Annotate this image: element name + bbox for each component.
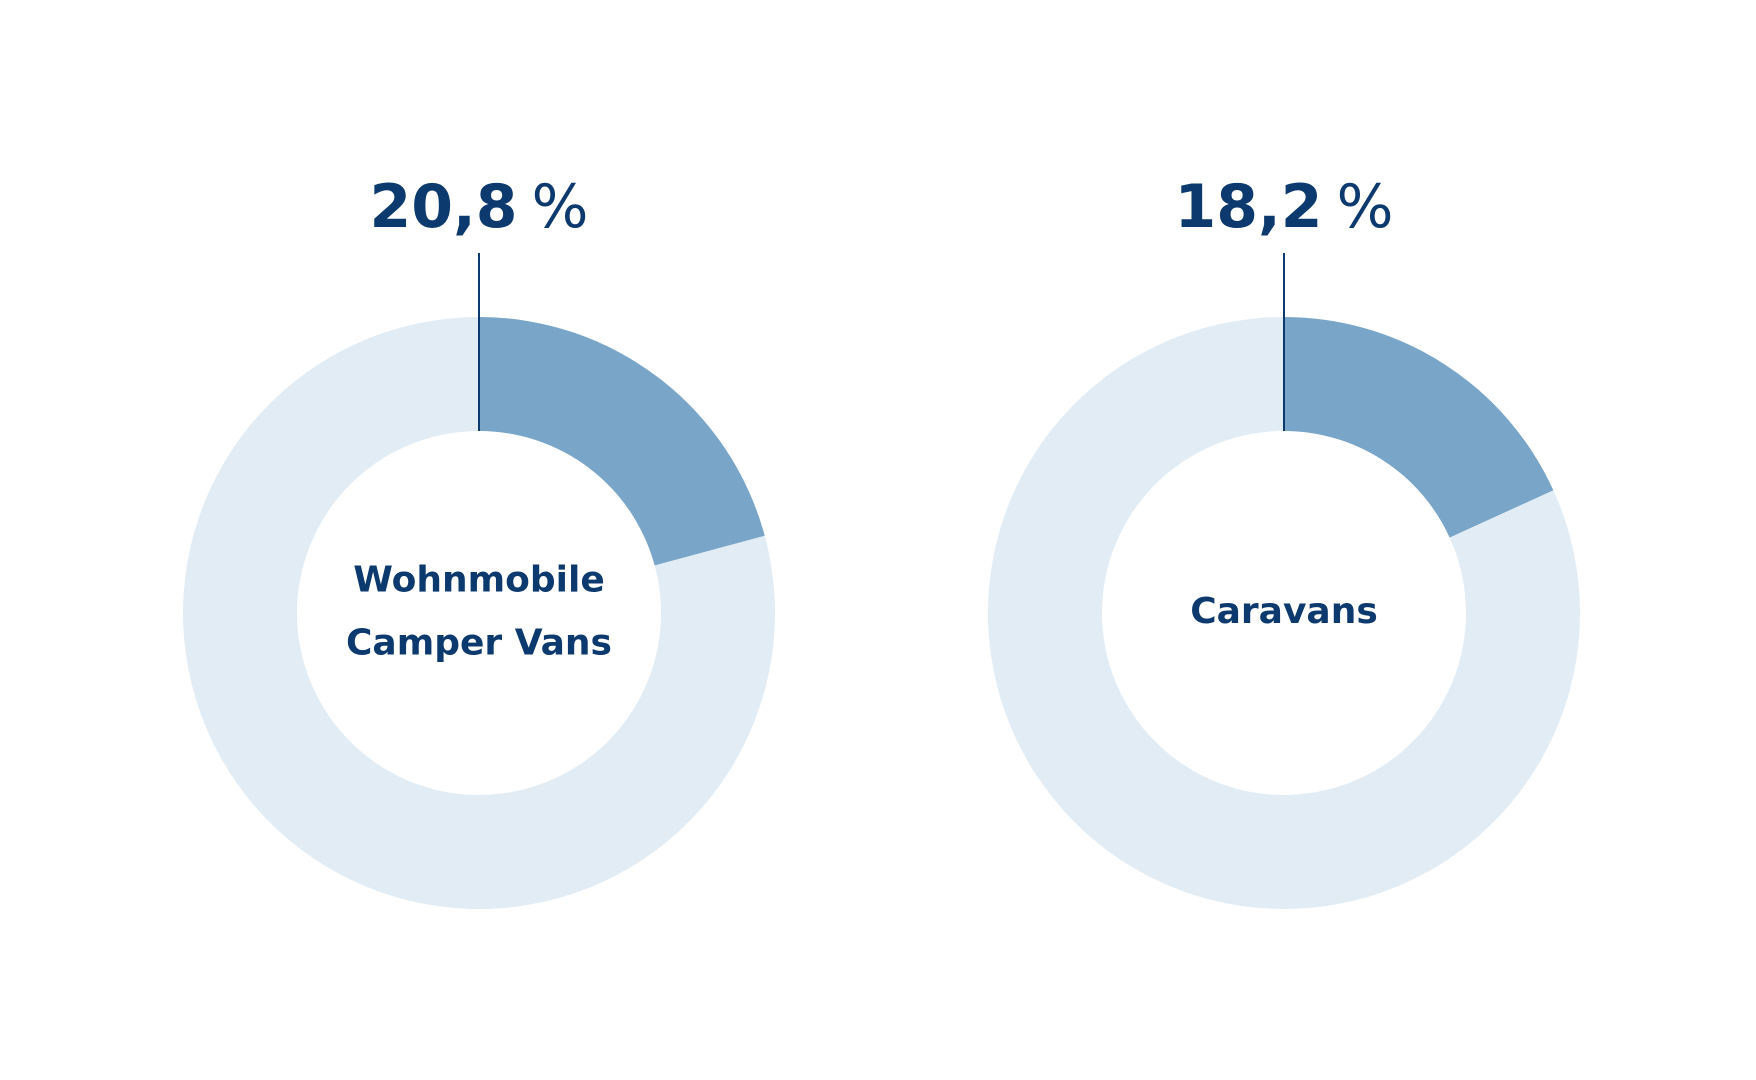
value-number: 18,2	[1174, 172, 1322, 242]
value-unit: %	[532, 172, 589, 242]
value-label: 18,2%	[1174, 172, 1393, 242]
value-label: 20,8%	[369, 172, 588, 242]
value-number: 20,8	[369, 172, 517, 242]
donut-segment	[183, 317, 775, 909]
value-unit: %	[1337, 172, 1394, 242]
center-label: Wohnmobile	[353, 560, 605, 601]
center-label: Caravans	[1190, 591, 1378, 632]
donut-segment	[988, 317, 1580, 909]
center-label: Camper Vans	[346, 623, 612, 664]
donut-segment	[479, 317, 765, 566]
donut-segment	[1284, 317, 1554, 538]
